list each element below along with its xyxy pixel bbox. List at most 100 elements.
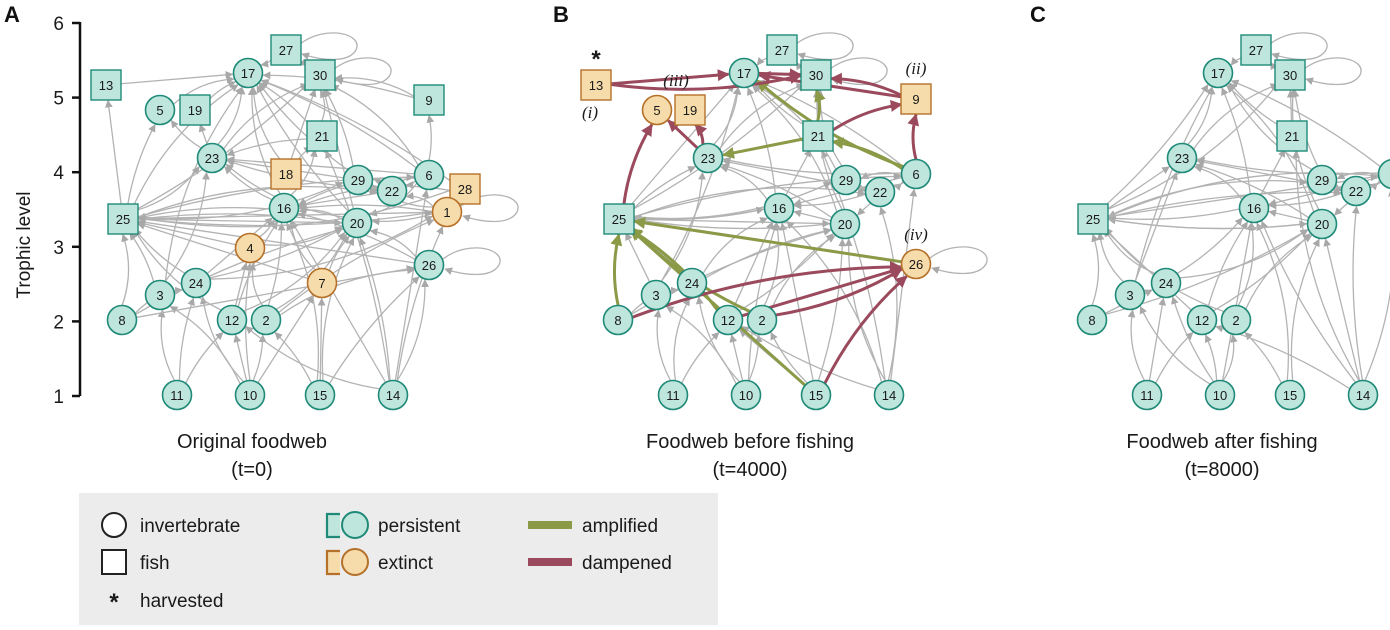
edge-10-to-3 [665, 305, 737, 385]
node-label: 21 [1285, 129, 1299, 144]
edge-16-to-21 [1260, 149, 1286, 196]
legend: invertebrate fish * harvested persistent… [79, 493, 718, 625]
edge-16-to-21 [290, 148, 318, 196]
edge-15-to-7 [317, 297, 326, 381]
node-label: 16 [1247, 201, 1261, 216]
fish-square-icon [580, 69, 612, 101]
edge-14-to-20 [1323, 238, 1361, 382]
invertebrate-circle-icon [1114, 279, 1146, 311]
invertebrate-circle-icon [829, 208, 861, 240]
edge-25-to-22 [1107, 188, 1342, 219]
edge-6-to-17 [756, 79, 904, 168]
invertebrate-circle-icon [144, 279, 176, 311]
edge-14-to-6 [1364, 188, 1390, 381]
node-label: 8 [118, 313, 125, 328]
dampened-edge-21-to-9 [830, 100, 903, 133]
node-label: 13 [589, 78, 603, 93]
invertebrate-circle-icon [1347, 379, 1379, 411]
edge-2-to-26 [279, 266, 416, 316]
invertebrate-node-5: 5 [641, 94, 673, 126]
edge-25-to-17 [627, 84, 735, 209]
edge-11-to-3 [157, 309, 176, 382]
invertebrate-circle-icon [873, 379, 905, 411]
dampened-edge-6-to-9 [907, 113, 920, 160]
caption-after-time: (t=8000) [1184, 459, 1259, 481]
edge-6-to-30 [330, 84, 419, 166]
fish-square-icon [674, 94, 706, 126]
fish-square-icon [90, 69, 122, 101]
node-label: 8 [1088, 313, 1095, 328]
invertebrate-node-3: 3 [640, 279, 672, 311]
edge-25-to-16 [633, 206, 765, 221]
edge-6-to-25 [1107, 172, 1379, 218]
invertebrate-circle-icon [1377, 159, 1390, 189]
node-label: 30 [1283, 68, 1297, 83]
edge-10-to-12 [233, 334, 248, 382]
invertebrate-circle-icon [692, 142, 724, 174]
edge-29-to-17 [1228, 83, 1313, 171]
panel-foodweb-before-fishing: 13 27 17 30 9 5 19 21 23 6 29 22 25 16 20 26 24 3 8 12 2 11 10… [580, 32, 988, 411]
node-label: 13 [99, 78, 113, 93]
node-label: 20 [838, 217, 852, 232]
node-label: 2 [758, 313, 765, 328]
node-label: 21 [811, 129, 825, 144]
edge-25-to-30 [1104, 83, 1278, 212]
invertebrate-node-10: 10 [1204, 379, 1236, 411]
fish-square-icon [800, 59, 832, 91]
node-label: 11 [666, 388, 680, 403]
edge-14-to-12 [741, 326, 877, 390]
invertebrate-circle-icon [234, 232, 266, 264]
edge-21-to-30 [1286, 89, 1295, 122]
node-label: 22 [385, 184, 399, 199]
edge-15-to-2 [274, 332, 313, 384]
fish-node-30: 30 [1274, 59, 1306, 91]
invertebrate-circle-icon [763, 192, 795, 224]
self-loop-27 [795, 32, 854, 61]
self-loop-30 [829, 57, 888, 86]
edge-29-to-30 [324, 88, 354, 167]
edge-11-to-12 [680, 331, 720, 384]
edge-19-to-17 [206, 80, 237, 103]
caption-before-title: Foodweb before fishing [646, 431, 854, 453]
node-label: 4 [246, 241, 253, 256]
legend-fish-label: fish [140, 553, 170, 574]
edge-14-to-12 [1215, 324, 1351, 390]
edge-3-to-17 [164, 86, 243, 282]
invertebrate-circle-icon [232, 57, 264, 89]
edge-16-to-17 [1221, 87, 1251, 195]
edge-25-to-6 [1107, 173, 1379, 218]
fish-square-icon [306, 120, 338, 152]
fish-node-21: 21 [802, 120, 834, 152]
edge-25-to-23 [134, 166, 200, 212]
invertebrate-node-15: 15 [800, 379, 832, 411]
invertebrate-circle-icon [640, 279, 672, 311]
annotation-label: (ii) [906, 59, 927, 78]
invertebrate-circle-icon [106, 304, 138, 336]
edge-10-to-24 [1171, 296, 1215, 383]
edge-24-to-1 [209, 215, 433, 280]
edge-6-to-23 [226, 155, 415, 175]
edge-7-to-25 [137, 222, 309, 280]
amplified-edge-6-to-21 [831, 137, 904, 171]
edge-4-to-25 [137, 220, 237, 246]
edge-7-to-20 [328, 235, 350, 271]
invertebrate-circle-icon [712, 304, 744, 336]
edges [104, 32, 519, 390]
node-label: 2 [262, 313, 269, 328]
trophic-tick-label-3: 3 [53, 238, 64, 259]
invertebrate-circle-icon [234, 379, 266, 411]
invertebrate-node-17: 17 [232, 57, 264, 89]
edge-15-to-20 [817, 238, 847, 381]
node-label: 12 [1195, 313, 1209, 328]
invertebrate-node-6: 6 [413, 159, 445, 191]
invertebrate-circle-icon [657, 379, 689, 411]
invertebrate-node-23: 23 [692, 142, 724, 174]
edge-2-to-16 [1237, 222, 1257, 306]
amplified-edge-21-to-23 [722, 137, 805, 159]
invertebrate-node-6: 6 [1377, 159, 1390, 189]
invertebrate-circle-icon [864, 176, 896, 208]
edge-10-to-12 [1204, 334, 1218, 381]
fish-square-icon [1240, 34, 1272, 66]
nodes: 27 17 30 21 23 6 29 22 25 16 20 24 3 8 12 2 11 10 15 14 [1076, 34, 1390, 411]
edge-14-to-20 [358, 237, 391, 381]
